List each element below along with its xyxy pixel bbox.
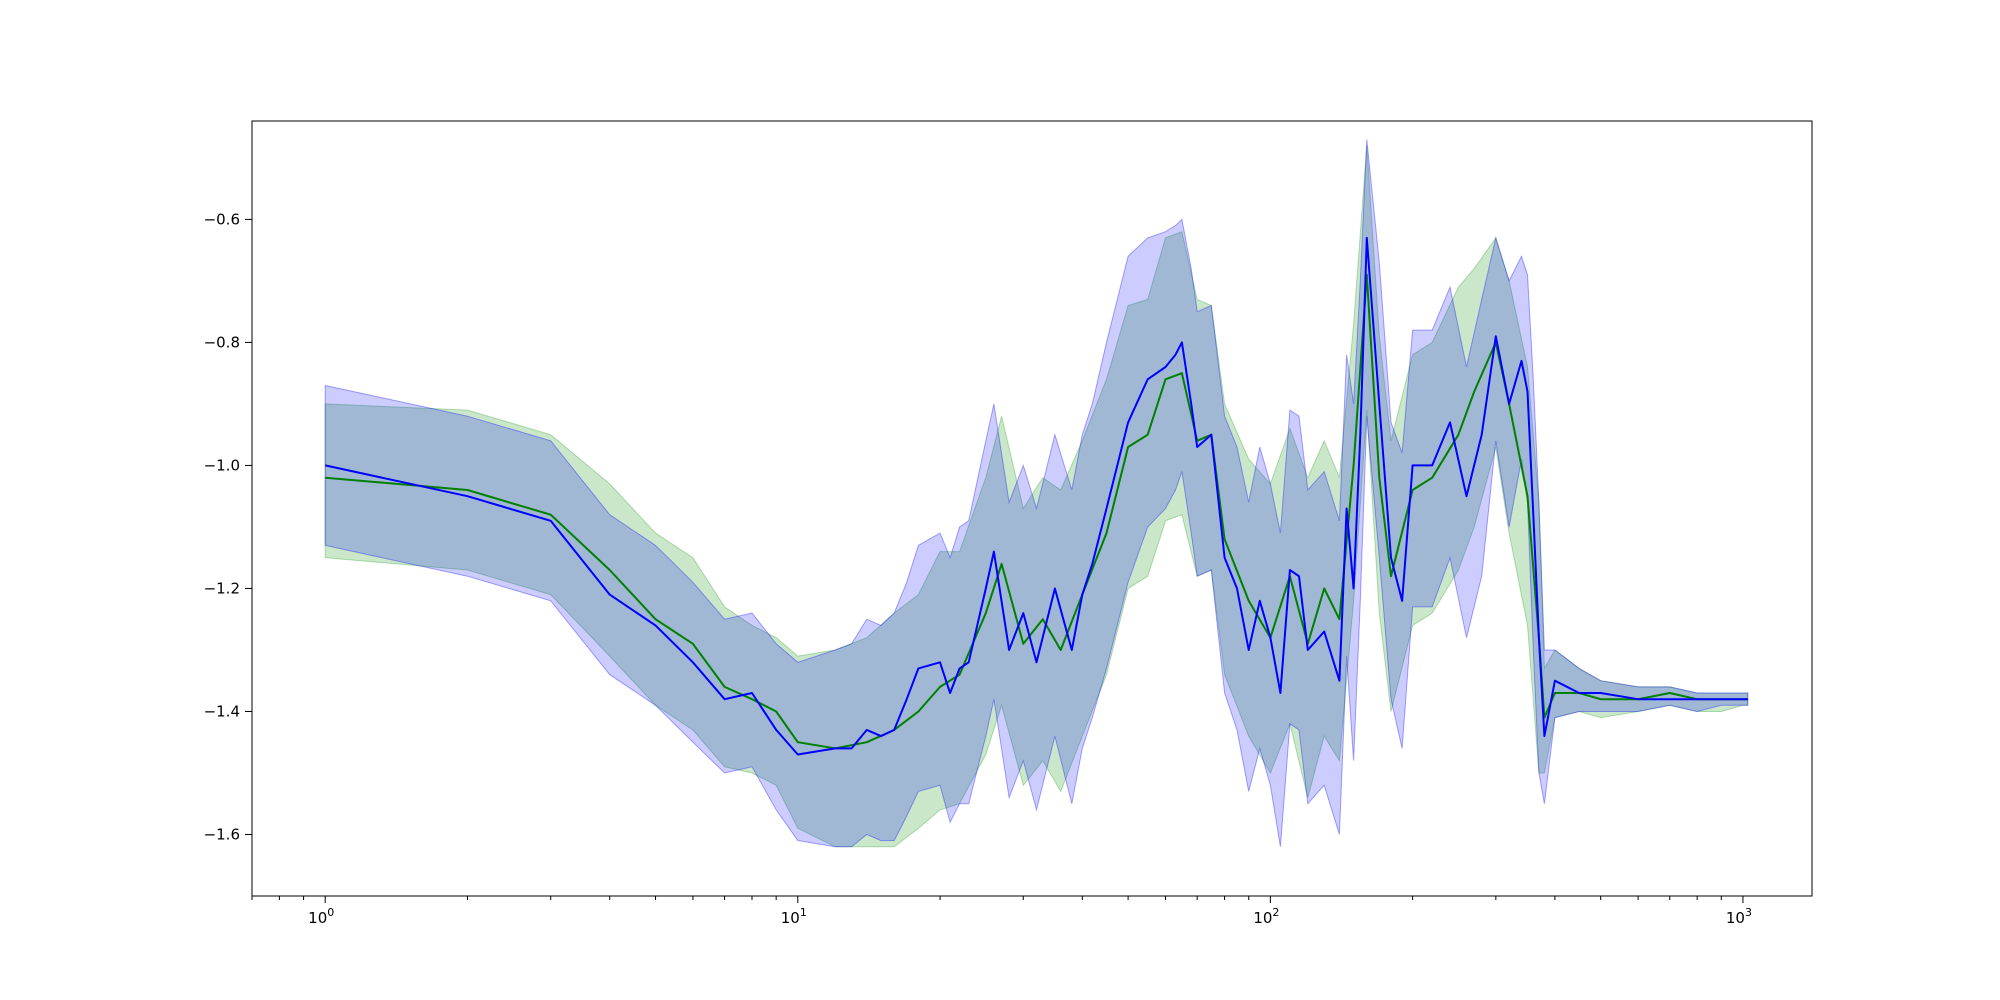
x-tick-label: 101 bbox=[781, 906, 807, 927]
series-lines bbox=[324, 236, 1748, 756]
x-tick-exponent: 1 bbox=[800, 906, 807, 919]
y-tick-label: −0.8 bbox=[204, 333, 240, 351]
series-1-line bbox=[324, 236, 1748, 756]
y-tick-label: −0.6 bbox=[204, 210, 240, 228]
plot-frame bbox=[251, 120, 1813, 897]
x-tick-base: 10 bbox=[1726, 909, 1745, 927]
x-tick-label: 100 bbox=[308, 906, 334, 927]
y-tick-label: −1.2 bbox=[204, 579, 240, 597]
y-tick-label: −1.0 bbox=[204, 456, 240, 474]
y-tick-label: −1.4 bbox=[204, 702, 240, 720]
y-axis: −1.6 −1.4 −1.2 −1.0 −0.8 −0.6 bbox=[204, 210, 252, 843]
x-tick-base: 10 bbox=[781, 909, 800, 927]
confidence-bands bbox=[324, 139, 1749, 848]
x-tick-exponent: 0 bbox=[327, 906, 334, 919]
series-0-band bbox=[324, 145, 1749, 848]
x-tick-exponent: 3 bbox=[1745, 906, 1752, 919]
x-tick-exponent: 2 bbox=[1272, 906, 1279, 919]
x-tick-base: 10 bbox=[308, 909, 327, 927]
x-tick-label: 102 bbox=[1253, 906, 1279, 927]
x-axis: 100 101 102 103 bbox=[251, 896, 1752, 927]
series-1-band bbox=[324, 139, 1749, 848]
y-tick-label: −1.6 bbox=[204, 825, 240, 843]
x-tick-base: 10 bbox=[1253, 909, 1272, 927]
x-tick-label: 103 bbox=[1726, 906, 1752, 927]
